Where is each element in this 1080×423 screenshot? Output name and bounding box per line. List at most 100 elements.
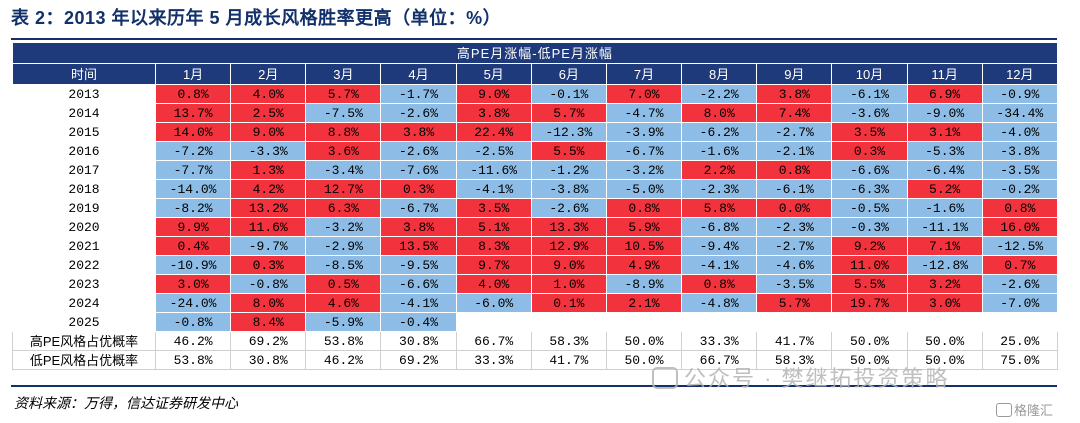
value-cell: 7.4% [756,103,833,123]
value-cell: 11.0% [831,255,908,275]
value-cell: 5.1% [455,217,532,237]
value-cell: -9.7% [230,236,307,256]
probability-cell: 50.0% [831,331,908,351]
probability-cell: 50.0% [605,331,683,351]
value-cell: 5.7% [530,103,607,123]
probability-label: 低PE风格占优概率 [12,350,156,370]
year-cell: 2016 [12,141,156,161]
year-cell: 2025 [12,312,156,332]
value-cell: 4.9% [605,255,683,275]
value-cell: 8.4% [230,312,307,332]
probability-cell: 50.0% [605,350,683,370]
value-cell: -2.1% [756,141,833,161]
year-cell: 2018 [12,179,156,199]
value-cell: 0.7% [981,255,1058,275]
value-cell: -2.6% [981,274,1058,294]
value-cell: 14.0% [154,122,232,142]
table-banner: 高PE月涨幅-低PE月涨幅 [12,42,1058,64]
value-cell: -4.6% [756,255,833,275]
value-cell: -3.2% [605,160,683,180]
top-rule [11,38,1057,40]
value-cell: -3.5% [756,274,833,294]
logo-text: 格隆汇 [1014,403,1054,418]
year-cell: 2017 [12,160,156,180]
probability-cell: 58.3% [530,331,607,351]
month-header: 8月 [681,63,758,85]
value-cell: -3.8% [981,141,1058,161]
value-cell: 0.3% [831,141,908,161]
banner-row: 高PE月涨幅-低PE月涨幅 [12,42,1058,64]
value-cell: 10.5% [605,236,683,256]
value-cell: -3.2% [305,217,382,237]
month-header: 1月 [154,63,232,85]
value-cell: 9.0% [455,84,532,104]
value-cell: -10.9% [154,255,232,275]
value-cell: 5.7% [305,84,382,104]
value-cell: 6.3% [305,198,382,218]
value-cell: -1.2% [530,160,607,180]
value-cell: -2.3% [756,217,833,237]
month-header: 11月 [906,63,983,85]
value-cell: 3.8% [756,84,833,104]
value-cell: -6.6% [831,160,908,180]
value-cell: 9.0% [530,255,607,275]
value-cell: 13.2% [230,198,307,218]
value-cell: 3.6% [305,141,382,161]
probability-cell: 25.0% [981,331,1058,351]
year-cell: 2015 [12,122,156,142]
value-cell: -0.8% [154,312,232,332]
value-cell: 3.5% [831,122,908,142]
value-cell: 5.5% [831,274,908,294]
value-cell: -12.8% [906,255,983,275]
year-cell: 2023 [12,274,156,294]
value-cell: 0.8% [681,274,758,294]
value-cell: 3.8% [380,122,457,142]
value-cell: -11.6% [455,160,532,180]
value-cell: 8.0% [230,293,307,313]
value-cell: 22.4% [455,122,532,142]
value-cell: -2.2% [681,84,758,104]
value-cell: -7.0% [981,293,1058,313]
value-cell: -1.6% [906,198,983,218]
value-cell: -4.1% [455,179,532,199]
publisher-logo: 格隆汇 [996,400,1053,419]
month-header: 3月 [305,63,382,85]
month-header: 2月 [230,63,307,85]
value-cell: -4.1% [380,293,457,313]
month-header: 5月 [455,63,532,85]
probability-cell: 58.3% [756,350,833,370]
value-cell: -11.1% [906,217,983,237]
value-cell: -0.5% [831,198,908,218]
value-cell: 9.0% [230,122,307,142]
value-cell: -12.3% [530,122,607,142]
month-header: 9月 [756,63,833,85]
value-cell: 13.7% [154,103,232,123]
probability-cell: 33.3% [455,350,532,370]
year-cell: 2014 [12,103,156,123]
value-cell: -7.6% [380,160,457,180]
table-row: 2024 -24.0% 8.0% 4.6% -4.1% -6.0% 0.1% 2.1% -4.8… [12,293,1058,313]
value-cell: 12.7% [305,179,382,199]
value-cell: -7.2% [154,141,232,161]
value-cell: 3.0% [906,293,983,313]
value-cell: 7.1% [906,236,983,256]
value-cell: -8.5% [305,255,382,275]
value-cell: -6.7% [380,198,457,218]
table-row: 2019 -8.2% 13.2% 6.3% -6.7% 3.5% -2.6% 0.8% 5.8%… [12,198,1058,218]
value-cell: 13.5% [380,236,457,256]
value-cell: -5.0% [605,179,683,199]
value-cell: -0.1% [530,84,607,104]
value-cell: 12.9% [530,236,607,256]
value-cell: 5.9% [605,217,683,237]
value-cell: -4.0% [981,122,1058,142]
value-cell: -0.2% [981,179,1058,199]
value-cell: 0.8% [154,84,232,104]
value-cell: -9.4% [681,236,758,256]
probability-cell: 30.8% [230,350,307,370]
value-cell: 0.5% [305,274,382,294]
empty-cell [530,312,607,332]
value-cell: 3.8% [380,217,457,237]
probability-cell: 46.2% [154,331,232,351]
value-cell: 2.1% [605,293,683,313]
value-cell: -6.0% [455,293,532,313]
